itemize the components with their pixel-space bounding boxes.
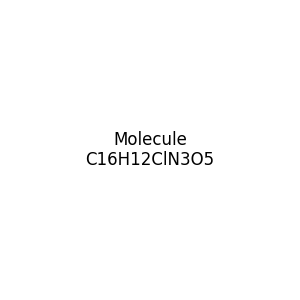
Text: Molecule
C16H12ClN3O5: Molecule C16H12ClN3O5 xyxy=(85,130,214,170)
